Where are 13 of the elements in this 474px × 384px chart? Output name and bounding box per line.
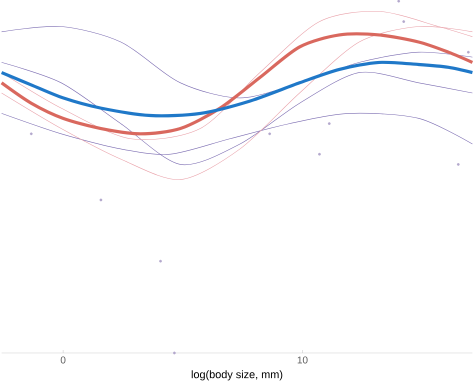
x-tick-label: 0 — [60, 356, 66, 364]
point — [328, 122, 331, 126]
point — [268, 132, 272, 136]
point — [402, 20, 406, 24]
point — [30, 132, 33, 136]
point — [173, 352, 176, 355]
point — [397, 0, 400, 3]
point — [100, 198, 102, 202]
point — [159, 260, 162, 263]
x-axis-title: log(body size, mm) — [192, 370, 282, 381]
point — [456, 163, 460, 166]
x-tick-label: 10 — [298, 356, 308, 364]
point — [318, 152, 321, 156]
